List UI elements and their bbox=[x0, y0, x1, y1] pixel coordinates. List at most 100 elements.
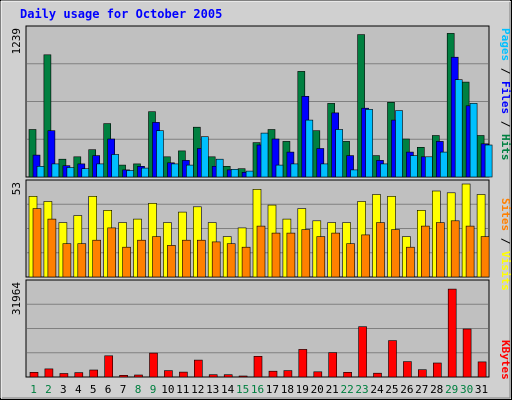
legend-visits-sites: Sites / Visits bbox=[499, 198, 512, 291]
bar-pages-day-10 bbox=[171, 163, 179, 178]
bar-files-day-17 bbox=[271, 138, 280, 178]
bar-sites-day-9 bbox=[152, 236, 161, 278]
bar-kbytes-day-8 bbox=[134, 374, 143, 378]
bar-pages-day-29 bbox=[454, 79, 463, 178]
panel-kbytes bbox=[25, 279, 490, 378]
bar-hits-day-2 bbox=[43, 54, 52, 178]
day-label-17: 17 bbox=[266, 383, 279, 396]
day-label-24: 24 bbox=[370, 383, 384, 396]
panel-hits-bars bbox=[28, 33, 493, 178]
day-label-21: 21 bbox=[326, 383, 339, 396]
bar-kbytes-day-15 bbox=[238, 375, 248, 378]
day-label-29: 29 bbox=[445, 383, 458, 396]
day-label-2: 2 bbox=[45, 383, 52, 396]
chart-title: Daily usage for October 2005 bbox=[20, 7, 222, 21]
bar-sites-day-23 bbox=[361, 234, 370, 278]
legend-kbytes: KBytes bbox=[499, 340, 512, 380]
day-label-23: 23 bbox=[355, 383, 368, 396]
bar-sites-day-12 bbox=[197, 239, 206, 278]
day-label-6: 6 bbox=[105, 383, 112, 396]
day-label-22: 22 bbox=[340, 383, 353, 396]
bar-sites-day-17 bbox=[271, 232, 281, 278]
bar-sites-day-7 bbox=[122, 246, 131, 278]
bar-sites-day-19 bbox=[301, 229, 311, 278]
bar-files-day-20 bbox=[316, 148, 325, 178]
bar-sites-day-5 bbox=[92, 239, 101, 278]
day-label-4: 4 bbox=[75, 383, 82, 396]
bar-pages-day-12 bbox=[201, 136, 209, 178]
legend-sites: Sites bbox=[499, 198, 512, 231]
bar-sites-day-10 bbox=[167, 245, 176, 278]
bar-kbytes-day-24 bbox=[373, 372, 382, 378]
bar-sites-day-16 bbox=[256, 225, 266, 278]
bar-kbytes-day-19 bbox=[298, 349, 308, 378]
bar-sites-day-25 bbox=[391, 229, 400, 278]
bar-pages-day-21 bbox=[335, 129, 344, 178]
day-label-8: 8 bbox=[135, 383, 142, 396]
bar-kbytes-day-13 bbox=[208, 374, 218, 378]
bar-kbytes-day-5 bbox=[89, 369, 98, 378]
bar-sites-day-22 bbox=[346, 243, 355, 278]
bar-sites-day-3 bbox=[62, 243, 72, 278]
day-label-14: 14 bbox=[221, 383, 235, 396]
bar-sites-day-28 bbox=[435, 222, 445, 278]
bar-kbytes-day-21 bbox=[328, 352, 338, 378]
bar-sites-day-29 bbox=[450, 220, 460, 278]
bar-sites-day-31 bbox=[480, 236, 490, 278]
day-label-11: 11 bbox=[176, 383, 189, 396]
bar-kbytes-day-10 bbox=[164, 370, 173, 378]
bar-pages-day-22 bbox=[350, 169, 358, 178]
day-label-25: 25 bbox=[385, 383, 398, 396]
bar-files-day-2 bbox=[47, 130, 56, 178]
bar-kbytes-day-22 bbox=[343, 371, 352, 378]
bar-kbytes-day-25 bbox=[388, 340, 397, 378]
bar-pages-day-14 bbox=[230, 169, 239, 178]
bar-sites-day-26 bbox=[406, 246, 415, 278]
day-label-7: 7 bbox=[120, 383, 127, 396]
bar-pages-day-18 bbox=[290, 163, 299, 178]
panel-visits-sites bbox=[25, 179, 490, 278]
bar-kbytes-day-29 bbox=[447, 288, 457, 378]
bar-pages-day-24 bbox=[380, 163, 388, 178]
bar-pages-day-2 bbox=[51, 163, 60, 178]
day-label-1: 1 bbox=[30, 383, 37, 396]
bar-kbytes-day-18 bbox=[283, 370, 293, 378]
bar-pages-day-3 bbox=[66, 167, 75, 178]
day-label-26: 26 bbox=[400, 383, 413, 396]
legend-hits-files-pages: Pages / Files / Hits bbox=[499, 28, 512, 161]
bar-pages-day-27 bbox=[424, 156, 433, 178]
day-label-10: 10 bbox=[161, 383, 174, 396]
panel-kbytes-bars bbox=[29, 288, 487, 378]
bar-sites-day-27 bbox=[420, 225, 430, 278]
bar-sites-day-20 bbox=[316, 236, 326, 278]
bar-kbytes-day-3 bbox=[59, 373, 69, 378]
bar-pages-day-28 bbox=[439, 151, 448, 178]
bar-pages-day-1 bbox=[36, 166, 45, 178]
bar-files-day-22 bbox=[346, 155, 354, 178]
bar-sites-day-24 bbox=[376, 222, 385, 278]
bar-sites-day-15 bbox=[241, 246, 251, 278]
bar-pages-day-8 bbox=[141, 167, 149, 178]
bar-sites-day-6 bbox=[107, 227, 116, 278]
bar-pages-day-31 bbox=[484, 144, 493, 178]
bar-kbytes-day-27 bbox=[417, 369, 427, 378]
bar-pages-day-4 bbox=[81, 168, 90, 178]
bar-kbytes-day-12 bbox=[194, 359, 203, 378]
day-label-18: 18 bbox=[281, 383, 294, 396]
bar-kbytes-day-17 bbox=[268, 370, 278, 378]
bar-sites-day-14 bbox=[226, 243, 236, 278]
panel-kbytes-max-label: 31964 bbox=[10, 282, 23, 315]
bar-pages-day-19 bbox=[305, 119, 314, 178]
panel-visits-bars bbox=[28, 183, 490, 278]
panel-hits-files-pages bbox=[25, 25, 493, 178]
bar-kbytes-day-14 bbox=[223, 374, 233, 378]
bar-kbytes-day-28 bbox=[432, 362, 442, 378]
day-label-15: 15 bbox=[236, 383, 249, 396]
panel-kbytes-gridlines bbox=[27, 303, 488, 354]
bar-kbytes-day-30 bbox=[462, 328, 472, 378]
bar-pages-day-25 bbox=[395, 110, 403, 178]
bar-kbytes-day-9 bbox=[149, 352, 158, 378]
day-label-19: 19 bbox=[296, 383, 309, 396]
bar-pages-day-20 bbox=[320, 163, 329, 178]
